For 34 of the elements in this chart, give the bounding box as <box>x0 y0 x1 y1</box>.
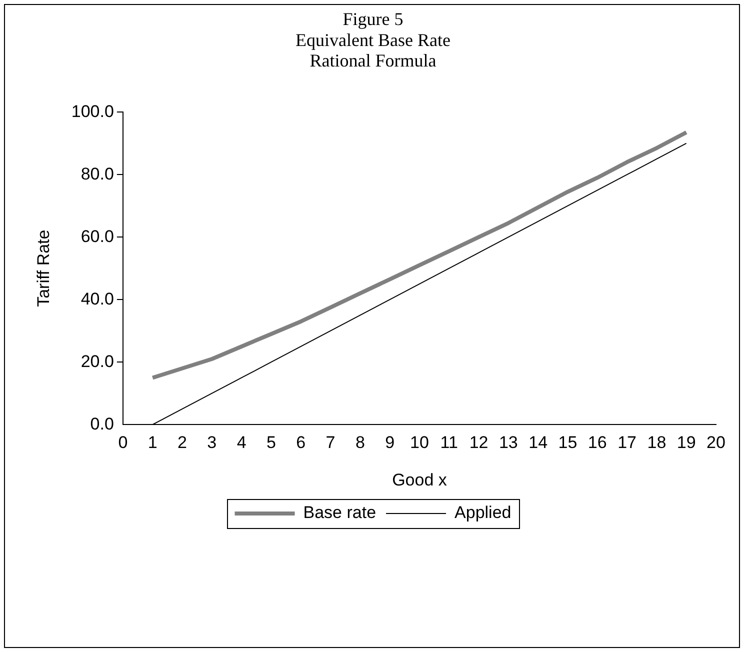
x-tick-label: 4 <box>236 432 246 452</box>
y-tick-label: 0.0 <box>90 414 114 434</box>
x-axis-title: Good x <box>392 470 448 490</box>
x-tick-label: 9 <box>385 432 395 452</box>
y-tick-label: 100.0 <box>71 102 114 121</box>
x-tick-label: 2 <box>178 432 187 452</box>
legend-label: Applied <box>454 503 512 522</box>
y-tick-label: 60.0 <box>80 226 114 246</box>
x-tick-label: 19 <box>676 432 696 452</box>
y-tick-label: 40.0 <box>80 289 114 308</box>
x-tick-label: 8 <box>355 432 365 452</box>
y-axis-title: Tariff Rate <box>34 230 53 307</box>
x-tick-label: 1 <box>148 432 158 452</box>
text: Rational Formula <box>310 50 436 70</box>
x-tick-label: 5 <box>266 432 276 452</box>
x-tick-label: 13 <box>498 432 518 452</box>
x-tick-label: 17 <box>618 432 637 452</box>
x-tick-label: 6 <box>296 432 306 452</box>
x-tick-label: 0 <box>118 432 128 452</box>
x-tick-label: 11 <box>440 432 458 452</box>
text: Figure 5 <box>342 9 404 30</box>
text: Equivalent Base Rate <box>296 30 450 50</box>
y-tick-label: 80.0 <box>80 164 114 184</box>
x-tick-label: 3 <box>207 432 217 452</box>
legend-label: Base rate <box>303 503 376 522</box>
x-tick-label: 20 <box>706 432 726 452</box>
x-tick-label: 15 <box>558 432 578 452</box>
x-tick-label: 14 <box>528 432 548 452</box>
x-tick-label: 12 <box>469 432 488 452</box>
x-tick-label: 7 <box>326 432 336 452</box>
x-tick-label: 10 <box>410 432 429 452</box>
y-tick-label: 20.0 <box>80 352 114 371</box>
x-tick-label: 16 <box>588 432 607 452</box>
x-tick-label: 18 <box>647 432 666 452</box>
